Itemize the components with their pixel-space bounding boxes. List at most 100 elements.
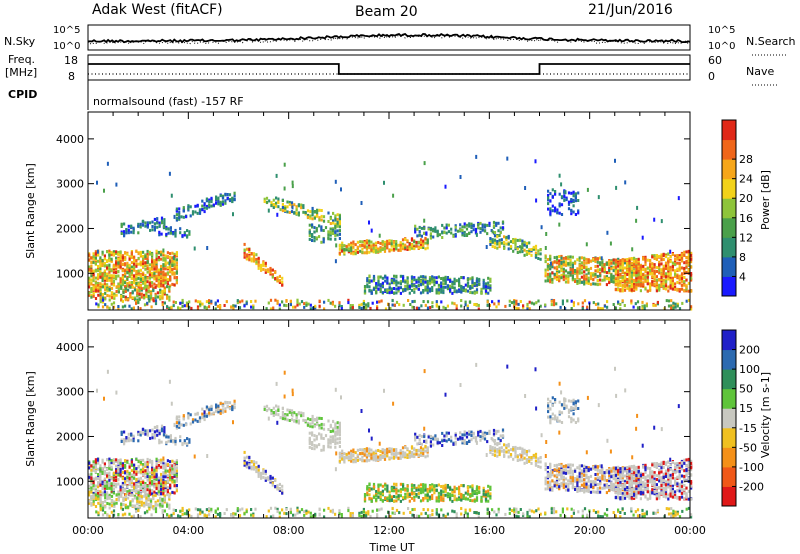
range-gate-cell <box>417 240 420 244</box>
range-gate-cell <box>315 226 318 230</box>
range-gate-cell <box>173 264 176 268</box>
range-gate-cell <box>94 505 98 508</box>
range-gate-cell <box>388 242 391 246</box>
range-gate-cell <box>278 281 281 284</box>
range-gate-cell <box>509 246 513 250</box>
range-gate-cell <box>173 266 176 270</box>
range-gate-cell <box>99 496 102 499</box>
range-gate-cell <box>191 210 195 214</box>
range-gate-cell <box>264 261 267 265</box>
range-gate-cell <box>276 301 279 305</box>
range-gate-cell <box>455 290 458 294</box>
range-gate-cell <box>553 256 556 260</box>
range-gate-cell <box>219 202 222 206</box>
range-gate-cell <box>160 282 163 286</box>
range-gate-cell <box>155 253 158 257</box>
range-gate-cell <box>167 439 170 443</box>
range-gate-cell <box>182 215 185 219</box>
range-gate-cell <box>305 303 308 307</box>
range-gate-cell <box>660 253 663 257</box>
range-gate-cell <box>399 274 402 278</box>
range-gate-cell <box>678 267 681 271</box>
range-gate-cell <box>142 281 145 285</box>
range-gate-cell <box>104 493 107 497</box>
range-gate-cell <box>106 502 109 505</box>
range-gate-cell <box>316 211 319 215</box>
range-gate-cell <box>205 405 208 409</box>
range-gate-cell <box>526 302 529 306</box>
range-gate-cell <box>88 258 91 262</box>
range-gate-cell <box>117 493 120 497</box>
range-gate-cell <box>175 466 178 470</box>
range-gate-cell <box>592 273 595 277</box>
range-gate-cell <box>296 298 299 302</box>
range-gate-cell <box>578 259 581 263</box>
range-gate-cell <box>368 280 371 284</box>
range-gate-cell <box>311 306 315 310</box>
range-gate-cell <box>154 502 157 506</box>
range-gate-cell <box>108 502 111 506</box>
range-gate-cell <box>175 207 178 211</box>
range-gate-cell <box>426 291 429 295</box>
range-gate-cell <box>90 260 93 264</box>
range-gate-cell <box>138 500 141 504</box>
range-gate-cell <box>609 241 612 246</box>
range-gate-cell <box>564 307 567 311</box>
range-gate-cell <box>139 458 142 462</box>
range-gate-cell <box>135 482 138 486</box>
range-gate-cell <box>117 270 120 273</box>
range-gate-cell <box>148 481 151 485</box>
range-gate-cell <box>338 225 341 229</box>
range-gate-cell <box>153 436 156 440</box>
range-gate-cell <box>90 271 93 274</box>
range-gate-cell <box>649 259 652 262</box>
nsearch-label: N.Search <box>746 35 796 48</box>
range-gate-cell <box>152 496 155 500</box>
range-gate-cell <box>155 457 158 461</box>
range-gate-cell <box>477 223 480 226</box>
range-gate-cell <box>636 300 640 304</box>
range-gate-cell <box>402 274 405 278</box>
range-gate-cell <box>558 277 561 281</box>
range-gate-cell <box>171 256 174 260</box>
range-gate-cell <box>168 287 171 291</box>
range-gate-cell <box>97 284 100 287</box>
range-gate-cell <box>610 277 613 281</box>
range-gate-cell <box>491 238 494 242</box>
range-gate-cell <box>137 301 140 305</box>
range-gate-cell <box>198 208 202 212</box>
range-gate-cell <box>360 201 363 205</box>
range-gate-cell <box>117 306 120 310</box>
range-gate-cell <box>678 278 681 281</box>
range-gate-cell <box>132 436 135 440</box>
range-gate-cell <box>352 245 355 249</box>
range-gate-cell <box>534 244 538 248</box>
range-gate-cell <box>532 245 535 249</box>
range-gate-cell <box>619 268 622 272</box>
range-gate-cell <box>120 225 123 228</box>
range-gate-cell <box>175 261 178 265</box>
range-gate-cell <box>440 300 443 304</box>
range-gate-cell <box>121 258 124 262</box>
range-gate-cell <box>92 274 95 278</box>
range-gate-cell <box>153 468 156 472</box>
range-gate-cell <box>404 280 407 284</box>
range-gate-cell <box>151 267 154 271</box>
range-gate-cell <box>150 305 153 309</box>
range-gate-cell <box>219 194 222 198</box>
range-gate-cell <box>131 499 134 503</box>
range-gate-cell <box>124 285 127 289</box>
range-gate-cell <box>637 280 640 284</box>
range-gate-cell <box>101 300 105 304</box>
range-gate-cell <box>128 272 131 276</box>
range-gate-cell <box>275 201 278 205</box>
range-gate-cell <box>243 242 246 246</box>
range-gate-cell <box>285 304 288 308</box>
range-gate-cell <box>478 283 481 286</box>
range-gate-cell <box>168 497 171 501</box>
range-gate-cell <box>381 248 384 251</box>
range-gate-cell <box>643 306 646 310</box>
range-gate-cell <box>252 255 256 258</box>
range-gate-cell <box>162 279 165 282</box>
range-gate-cell <box>560 203 564 207</box>
